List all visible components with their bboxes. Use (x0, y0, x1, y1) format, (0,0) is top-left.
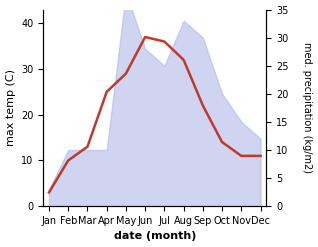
X-axis label: date (month): date (month) (114, 231, 196, 242)
Y-axis label: med. precipitation (kg/m2): med. precipitation (kg/m2) (302, 42, 313, 173)
Y-axis label: max temp (C): max temp (C) (5, 69, 16, 146)
